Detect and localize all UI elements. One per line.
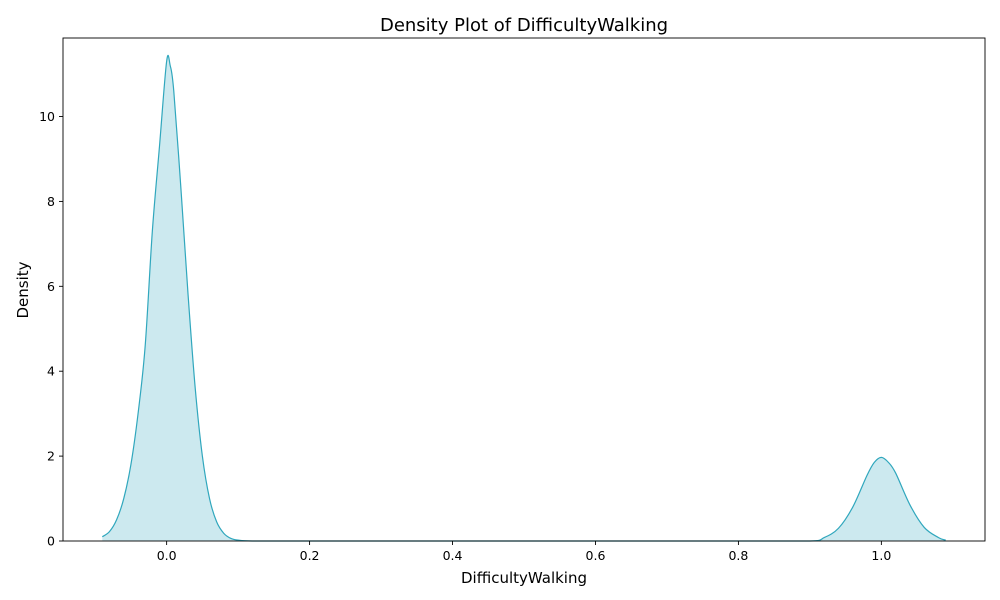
axes: 0.0 0.2 0.4 0.6 0.8 1.0 0 2 4 6 8 10 — [39, 37, 986, 563]
density-line-0 — [101, 54, 946, 542]
chart-title: Density Plot of DifficultyWalking — [380, 15, 668, 36]
x-tick-label: 0.0 — [157, 548, 177, 563]
y-tick-label: 4 — [47, 364, 55, 379]
x-tick-label: 0.2 — [300, 548, 320, 563]
x-tick-label: 0.8 — [728, 548, 748, 563]
y-tick-label: 6 — [47, 279, 55, 294]
plot-frame — [62, 37, 986, 542]
y-tick-label: 8 — [47, 194, 55, 209]
x-axis-label: DifficultyWalking — [461, 569, 587, 587]
x-tick-label: 0.6 — [586, 548, 606, 563]
y-tick-label: 10 — [39, 109, 55, 124]
x-tick-label: 1.0 — [871, 548, 891, 563]
y-axis-label: Density — [14, 261, 32, 318]
x-tick-label: 0.4 — [443, 548, 463, 563]
plot-area — [101, 54, 946, 542]
y-tick-label: 2 — [47, 449, 55, 464]
density-area-0 — [102, 55, 946, 542]
y-tick-label: 0 — [47, 534, 55, 549]
